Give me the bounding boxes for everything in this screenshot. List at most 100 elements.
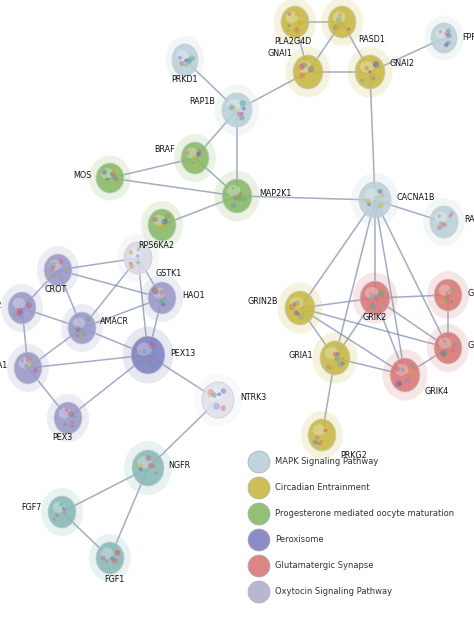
- Ellipse shape: [434, 279, 462, 311]
- Ellipse shape: [100, 547, 113, 559]
- Circle shape: [147, 463, 154, 468]
- Circle shape: [450, 290, 454, 293]
- Ellipse shape: [328, 6, 356, 38]
- Ellipse shape: [96, 542, 124, 574]
- Text: GRIA1: GRIA1: [289, 352, 313, 360]
- Circle shape: [105, 560, 108, 563]
- Circle shape: [440, 350, 446, 356]
- Ellipse shape: [438, 338, 451, 349]
- Circle shape: [17, 311, 22, 317]
- Circle shape: [442, 339, 447, 343]
- Circle shape: [299, 20, 303, 26]
- Ellipse shape: [44, 254, 72, 286]
- Circle shape: [318, 441, 322, 446]
- Circle shape: [152, 288, 158, 294]
- Ellipse shape: [194, 373, 242, 427]
- Ellipse shape: [308, 419, 336, 451]
- Circle shape: [447, 40, 451, 45]
- Circle shape: [376, 188, 382, 193]
- Circle shape: [453, 342, 457, 347]
- Circle shape: [287, 24, 291, 27]
- Circle shape: [240, 112, 244, 115]
- Circle shape: [298, 64, 304, 70]
- Circle shape: [228, 105, 234, 110]
- Circle shape: [324, 428, 328, 432]
- Circle shape: [337, 361, 344, 368]
- Text: NTRK3: NTRK3: [240, 394, 266, 402]
- Text: ACAA1: ACAA1: [0, 361, 8, 371]
- Circle shape: [395, 380, 401, 387]
- Circle shape: [440, 222, 444, 226]
- Text: PRKD1: PRKD1: [172, 76, 198, 84]
- Circle shape: [186, 58, 191, 63]
- Circle shape: [19, 310, 24, 314]
- Circle shape: [110, 556, 114, 560]
- Circle shape: [148, 362, 155, 368]
- Circle shape: [152, 464, 155, 468]
- Circle shape: [394, 366, 400, 371]
- Circle shape: [442, 222, 447, 228]
- Circle shape: [184, 63, 188, 67]
- Circle shape: [238, 193, 242, 197]
- Ellipse shape: [131, 336, 165, 374]
- Ellipse shape: [427, 271, 469, 319]
- Ellipse shape: [285, 46, 330, 97]
- Circle shape: [21, 359, 24, 362]
- Ellipse shape: [181, 142, 209, 174]
- Circle shape: [368, 70, 372, 73]
- Circle shape: [336, 17, 342, 23]
- Circle shape: [196, 152, 201, 157]
- Circle shape: [316, 441, 319, 445]
- Circle shape: [365, 198, 371, 205]
- Circle shape: [196, 153, 200, 157]
- Circle shape: [165, 214, 171, 219]
- Circle shape: [375, 195, 379, 200]
- Circle shape: [208, 389, 214, 396]
- Circle shape: [408, 369, 413, 374]
- Text: NGFR: NGFR: [168, 461, 190, 471]
- Text: BRAF: BRAF: [155, 146, 175, 154]
- Circle shape: [112, 169, 117, 173]
- Ellipse shape: [435, 29, 447, 38]
- Text: CROT: CROT: [45, 285, 67, 294]
- Circle shape: [381, 193, 385, 198]
- Circle shape: [160, 223, 166, 228]
- Text: Progesterone mediated oocyte maturation: Progesterone mediated oocyte maturation: [275, 510, 454, 518]
- Circle shape: [221, 388, 226, 394]
- Circle shape: [326, 365, 332, 370]
- Circle shape: [115, 550, 120, 556]
- Text: Glutamatergic Synapse: Glutamatergic Synapse: [275, 562, 374, 570]
- Ellipse shape: [49, 260, 61, 271]
- Ellipse shape: [248, 581, 270, 603]
- Ellipse shape: [351, 173, 399, 227]
- Text: PEX3: PEX3: [52, 433, 72, 443]
- Circle shape: [153, 287, 159, 293]
- Circle shape: [150, 457, 154, 460]
- Text: FGF1: FGF1: [104, 575, 124, 585]
- Circle shape: [147, 359, 152, 364]
- Text: FPR1: FPR1: [462, 33, 474, 43]
- Circle shape: [340, 361, 345, 366]
- Circle shape: [55, 513, 59, 517]
- Ellipse shape: [383, 350, 428, 401]
- Circle shape: [439, 221, 442, 224]
- Ellipse shape: [215, 170, 259, 221]
- Circle shape: [374, 294, 378, 298]
- Circle shape: [153, 217, 157, 222]
- Circle shape: [114, 181, 118, 184]
- Circle shape: [337, 22, 343, 29]
- Circle shape: [296, 312, 300, 316]
- Circle shape: [367, 203, 371, 206]
- Text: GNAI2: GNAI2: [390, 60, 415, 68]
- Circle shape: [64, 511, 66, 514]
- Circle shape: [444, 43, 448, 47]
- Circle shape: [242, 107, 246, 110]
- Ellipse shape: [298, 61, 311, 73]
- Text: PEX13: PEX13: [170, 348, 195, 358]
- Circle shape: [65, 408, 69, 412]
- Circle shape: [444, 296, 450, 301]
- Circle shape: [450, 300, 453, 303]
- Circle shape: [369, 291, 372, 295]
- Text: PRKG2: PRKG2: [340, 451, 367, 459]
- Circle shape: [239, 100, 246, 106]
